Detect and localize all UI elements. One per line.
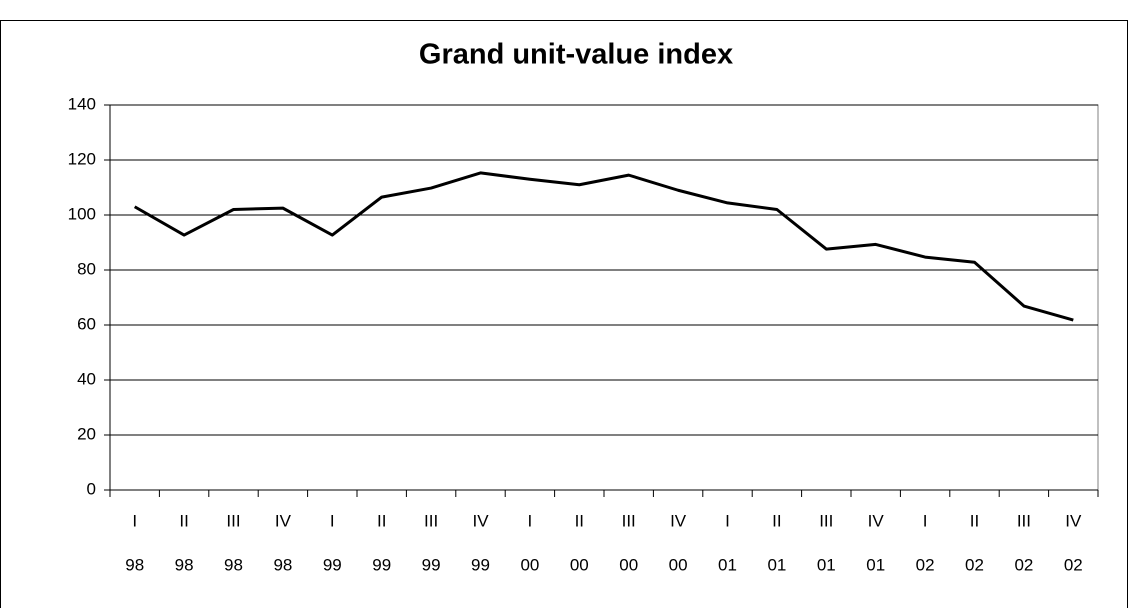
x-tick-label: III [226, 511, 240, 530]
x-tick-group-label: 00 [520, 555, 539, 574]
x-tick-label: IV [275, 511, 292, 530]
x-tick-group-label: 02 [916, 555, 935, 574]
x-tick-label: II [575, 511, 584, 530]
chart-title: Grand unit-value index [419, 39, 733, 71]
x-tick-group-label: 98 [273, 555, 292, 574]
y-tick-label: 0 [87, 479, 96, 498]
x-tick-label: I [132, 511, 137, 530]
y-tick-label: 140 [68, 94, 96, 113]
x-tick-group-label: 98 [125, 555, 144, 574]
x-tick-group-label: 02 [1064, 555, 1083, 574]
x-tick-group-label: 99 [372, 555, 391, 574]
x-tick-label: IV [472, 511, 489, 530]
x-tick-group-label: 02 [1014, 555, 1033, 574]
x-tick-label: III [622, 511, 636, 530]
y-tick-label: 80 [77, 259, 96, 278]
x-tick-label: II [772, 511, 781, 530]
x-tick-group-label: 98 [175, 555, 194, 574]
x-tick-label: I [923, 511, 928, 530]
x-tick-label: I [725, 511, 730, 530]
x-tick-group-label: 01 [817, 555, 836, 574]
y-tick-label: 60 [77, 314, 96, 333]
line [133, 171, 1074, 322]
x-tick-label: II [970, 511, 979, 530]
x-tick-label: II [377, 511, 386, 530]
x-tick-group-label: 01 [866, 555, 885, 574]
x-tick-group-label: 98 [224, 555, 243, 574]
x-tick-label: IV [670, 511, 687, 530]
x-tick-label: III [819, 511, 833, 530]
x-tick-group-label: 00 [570, 555, 589, 574]
x-tick-group-label: 02 [965, 555, 984, 574]
x-tick-label: I [330, 511, 335, 530]
x-tick-group-label: 01 [767, 555, 786, 574]
chart-border [0, 20, 1128, 613]
y-tick-label: 40 [77, 369, 96, 388]
x-tick-label: III [424, 511, 438, 530]
x-tick-group-label: 99 [471, 555, 490, 574]
x-tick-label: IV [868, 511, 885, 530]
x-tick-group-label: 01 [718, 555, 737, 574]
y-tick-label: 20 [77, 424, 96, 443]
x-tick-group-label: 00 [619, 555, 638, 574]
x-tick-group-label: 99 [422, 555, 441, 574]
x-tick-label: II [179, 511, 188, 530]
x-tick-label: III [1017, 511, 1031, 530]
x-tick-group-label: 00 [669, 555, 688, 574]
x-tick-label: I [528, 511, 533, 530]
x-tick-group-label: 99 [323, 555, 342, 574]
y-tick-label: 100 [68, 204, 96, 223]
y-tick-label: 120 [68, 149, 96, 168]
x-tick-label: IV [1065, 511, 1082, 530]
